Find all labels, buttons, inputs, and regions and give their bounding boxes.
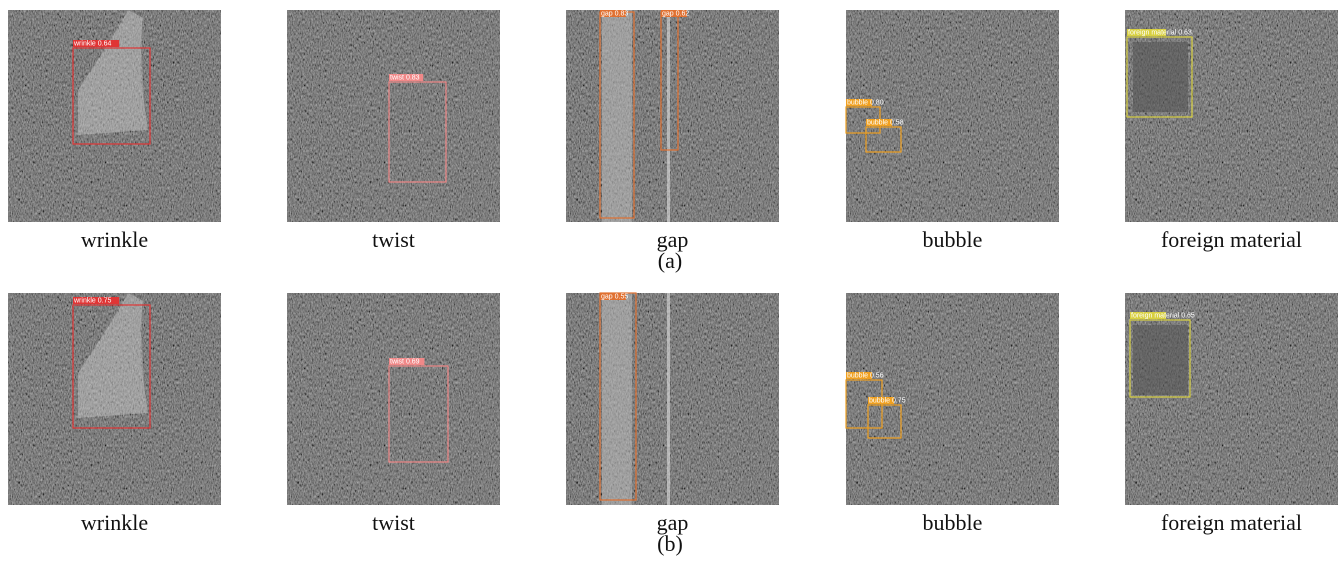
- panel-caption: foreign material: [1161, 227, 1302, 252]
- row-label: (a): [658, 248, 682, 273]
- image-panel: twist 0.69: [287, 293, 500, 505]
- image-panel: gap 0.55: [566, 293, 779, 505]
- image-panel: wrinkle 0.75: [8, 293, 221, 505]
- image-texture: [1125, 293, 1338, 505]
- box-label: bubble 0.75: [869, 397, 906, 404]
- image-panel: gap 0.83 gap 0.62: [566, 10, 779, 222]
- image-panel: wrinkle 0.64: [8, 10, 221, 222]
- image-panel: foreign material 0.65: [1125, 293, 1338, 505]
- box-label: bubble 0.56: [847, 372, 884, 379]
- box-label: bubble 0.80: [847, 99, 884, 106]
- image-panel: foreign material 0.63: [1125, 10, 1338, 222]
- image-texture: [566, 293, 779, 505]
- panel-caption: twist: [372, 510, 415, 535]
- panel-caption: wrinkle: [81, 510, 148, 535]
- box-label: gap 0.62: [662, 10, 689, 17]
- box-label: gap 0.55: [601, 293, 628, 300]
- image-texture: [566, 10, 779, 222]
- box-label: bubble 0.58: [867, 119, 904, 126]
- box-label: foreign material 0.63: [1128, 29, 1192, 36]
- box-label: gap 0.83: [601, 10, 628, 17]
- image-texture: [846, 10, 1059, 222]
- image-texture: [1125, 10, 1338, 222]
- panel-caption: bubble: [923, 227, 983, 252]
- image-panel: bubble 0.80 bubble 0.58: [846, 10, 1059, 222]
- foreign-feature: [1133, 325, 1188, 395]
- panel-caption: wrinkle: [81, 227, 148, 252]
- panel-caption: bubble: [923, 510, 983, 535]
- gap-stripe: [602, 293, 632, 505]
- image-panel: bubble 0.56 bubble 0.75: [846, 293, 1059, 505]
- panel-caption: foreign material: [1161, 510, 1302, 535]
- foreign-feature: [1133, 42, 1188, 112]
- box-label: foreign material 0.65: [1131, 312, 1195, 319]
- gap-line: [667, 293, 670, 505]
- image-texture: [287, 293, 500, 505]
- box-label: wrinkle 0.75: [73, 297, 111, 304]
- box-label: twist 0.83: [390, 74, 420, 81]
- row-label: (b): [657, 531, 683, 556]
- panel-caption: twist: [372, 227, 415, 252]
- image-panel: twist 0.83: [287, 10, 500, 222]
- figure: wrinkle 0.64 wrinkle twist 0.83 twist gap 0.…: [0, 0, 1341, 576]
- box-label: twist 0.69: [390, 358, 420, 365]
- gap-stripe: [602, 10, 632, 222]
- box-label: wrinkle 0.64: [73, 40, 111, 47]
- gap-line: [667, 10, 670, 222]
- image-texture: [287, 10, 500, 222]
